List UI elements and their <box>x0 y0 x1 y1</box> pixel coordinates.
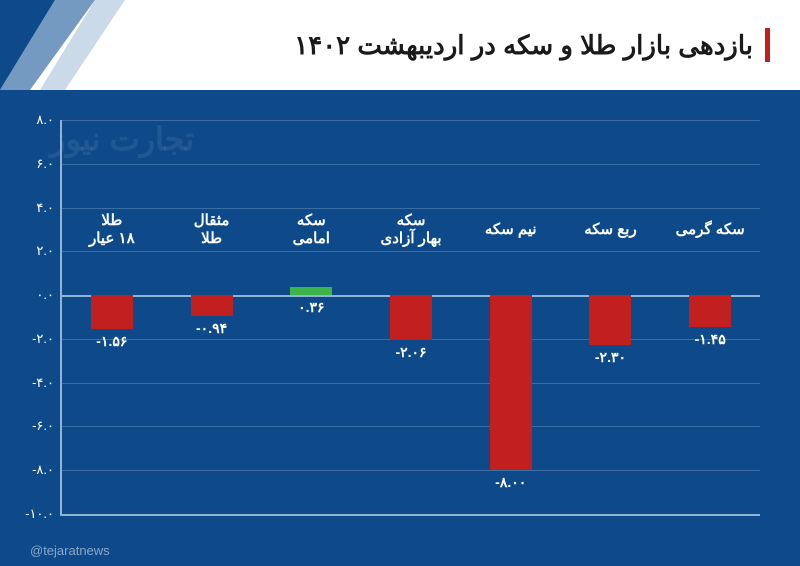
bar <box>490 295 532 470</box>
bar-column: سکه گرمی -۱.۴۵ <box>660 120 760 514</box>
bar-column: طلا۱۸ عیار -۱.۵۶ <box>62 120 162 514</box>
bar <box>689 295 731 327</box>
bar-column: سکهبهار آزادی -۲.۰۶ <box>361 120 461 514</box>
plot: ۸.۰۶.۰۴.۰۲.۰۰.۰-۲.۰-۴.۰-۶.۰-۸.۰-۱۰.۰ طلا… <box>60 120 760 516</box>
value-label: -۱.۴۵ <box>660 331 760 348</box>
chart-title: بازدهی بازار طلا و سکه در اردیبهشت ۱۴۰۲ <box>294 30 753 61</box>
credit: @tejaratnews <box>30 543 110 558</box>
bar-column: مثقالطلا -۰.۹۴ <box>162 120 262 514</box>
title-wrap: بازدهی بازار طلا و سکه در اردیبهشت ۱۴۰۲ <box>294 28 770 62</box>
bar <box>390 295 432 340</box>
ytick-label: ۸.۰ <box>36 112 54 128</box>
ytick-label: -۸.۰ <box>32 462 54 478</box>
ytick-label: -۲.۰ <box>32 331 54 347</box>
bar <box>589 295 631 345</box>
ytick-label: -۶.۰ <box>32 418 54 434</box>
category-label: نیم سکه <box>461 208 561 252</box>
bars-container: طلا۱۸ عیار -۱.۵۶ مثقالطلا -۰.۹۴ سکهامامی ۰.۳۶… <box>62 120 760 514</box>
value-label: ۰.۳۶ <box>261 299 361 316</box>
ytick-label: ۴.۰ <box>36 200 54 216</box>
chart-area: تجارت نیوز ۸.۰۶.۰۴.۰۲.۰۰.۰-۲.۰-۴.۰-۶.۰-۸… <box>0 90 800 566</box>
bar-column: ربع سکه -۲.۳۰ <box>561 120 661 514</box>
bar-column: نیم سکه -۸.۰۰ <box>461 120 561 514</box>
category-label: سکهامامی <box>261 208 361 252</box>
ytick-label: -۴.۰ <box>32 375 54 391</box>
value-label: -۲.۳۰ <box>561 349 661 366</box>
category-label: سکهبهار آزادی <box>361 208 461 252</box>
gridline <box>62 514 760 515</box>
value-label: -۸.۰۰ <box>461 474 561 491</box>
header: بازدهی بازار طلا و سکه در اردیبهشت ۱۴۰۲ <box>0 0 800 90</box>
category-label: سکه گرمی <box>660 208 760 252</box>
category-label: طلا۱۸ عیار <box>62 208 162 252</box>
header-accent <box>0 0 140 90</box>
ytick-label: ۲.۰ <box>36 243 54 259</box>
value-label: -۲.۰۶ <box>361 344 461 361</box>
category-label: ربع سکه <box>561 208 661 252</box>
bar <box>91 295 133 329</box>
title-accent-bar <box>765 28 770 62</box>
bar-column: سکهامامی ۰.۳۶ <box>261 120 361 514</box>
ytick-label: ۰.۰ <box>36 287 54 303</box>
bar <box>191 295 233 316</box>
category-label: مثقالطلا <box>162 208 262 252</box>
value-label: -۱.۵۶ <box>62 333 162 350</box>
ytick-label: ۶.۰ <box>36 156 54 172</box>
ytick-label: -۱۰.۰ <box>25 506 54 522</box>
value-label: -۰.۹۴ <box>162 320 262 337</box>
bar <box>290 287 332 295</box>
